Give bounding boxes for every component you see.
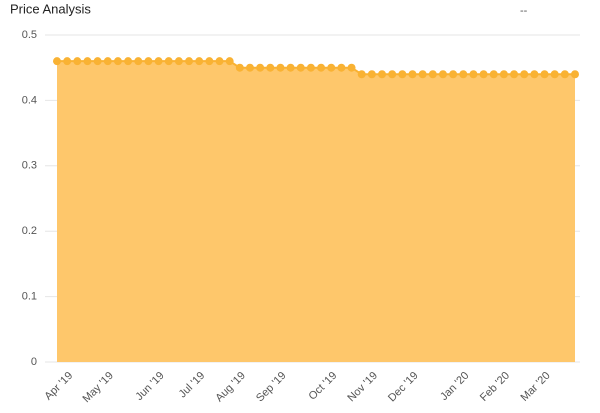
- marker: [469, 70, 478, 79]
- marker: [327, 63, 336, 72]
- marker: [83, 57, 92, 66]
- x-tick-label: Mar '20: [519, 370, 553, 404]
- marker: [347, 63, 356, 72]
- marker: [408, 70, 417, 79]
- marker: [530, 70, 539, 79]
- area: [57, 61, 575, 362]
- annotation: --: [520, 5, 528, 17]
- marker: [205, 57, 214, 66]
- marker: [73, 57, 82, 66]
- y-tick-label: 0.1: [22, 291, 37, 303]
- marker: [235, 63, 244, 72]
- marker: [510, 70, 519, 79]
- marker: [306, 63, 315, 72]
- marker: [520, 70, 529, 79]
- marker: [256, 63, 265, 72]
- marker: [93, 57, 102, 66]
- x-tick-label: Dec '19: [386, 370, 421, 405]
- x-tick-label: Nov '19: [345, 370, 380, 405]
- marker: [489, 70, 498, 79]
- marker: [378, 70, 387, 79]
- marker: [459, 70, 468, 79]
- x-tick-label: Feb '20: [478, 370, 512, 404]
- marker: [113, 57, 122, 66]
- marker: [540, 70, 549, 79]
- marker: [571, 70, 579, 79]
- x-tick-label: Jun '19: [133, 370, 166, 403]
- marker: [550, 70, 559, 79]
- marker: [479, 70, 488, 79]
- chart-title: Price Analysis: [10, 1, 91, 16]
- marker: [286, 63, 295, 72]
- x-tick-label: Jul '19: [177, 370, 208, 401]
- marker: [185, 57, 194, 66]
- marker: [296, 63, 305, 72]
- x-tick-label: Aug '19: [213, 370, 248, 405]
- marker: [317, 63, 326, 72]
- marker: [337, 63, 346, 72]
- line: [57, 60, 575, 76]
- y-tick-label: 0.3: [22, 160, 37, 172]
- marker: [438, 70, 447, 79]
- marker: [357, 70, 366, 79]
- y-tick-label: 0: [31, 356, 37, 368]
- marker: [388, 70, 397, 79]
- y-tick-label: 0.5: [22, 29, 37, 41]
- y-tick-label: 0.2: [22, 225, 37, 237]
- marker: [154, 57, 163, 66]
- marker: [144, 57, 153, 66]
- marker: [449, 70, 458, 79]
- marker: [134, 57, 143, 66]
- x-tick-label: Oct '19: [307, 370, 340, 403]
- marker: [174, 57, 183, 66]
- y-tick-label: 0.4: [22, 94, 37, 106]
- marker: [418, 70, 427, 79]
- marker: [63, 57, 72, 66]
- x-tick-label: Apr '19: [42, 370, 75, 403]
- marker: [53, 57, 61, 66]
- marker: [560, 70, 569, 79]
- x-tick-label: Sep '19: [254, 370, 289, 405]
- marker: [428, 70, 437, 79]
- marker: [195, 57, 204, 66]
- marker: [499, 70, 508, 79]
- marker: [276, 63, 285, 72]
- marker: [164, 57, 173, 66]
- x-tick-label: May '19: [80, 370, 115, 405]
- marker: [215, 57, 224, 66]
- x-tick-label: Jan '20: [438, 370, 471, 403]
- marker: [124, 57, 133, 66]
- marker: [103, 57, 112, 66]
- marker: [367, 70, 376, 79]
- marker: [225, 57, 234, 66]
- marker: [266, 63, 275, 72]
- marker: [398, 70, 407, 79]
- marker: [245, 63, 254, 72]
